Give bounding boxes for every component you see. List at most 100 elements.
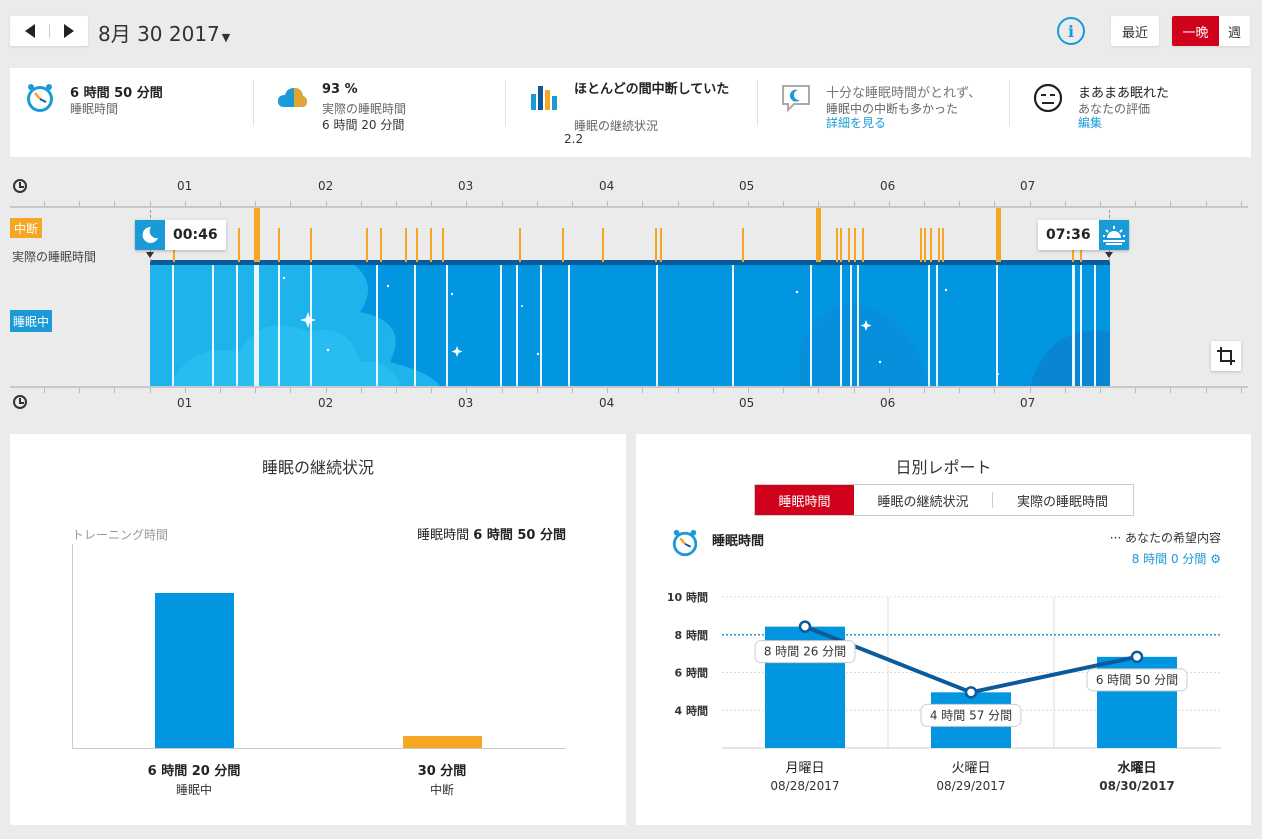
value-label: 6 時間 50 分間 <box>1096 673 1178 687</box>
tick-mark <box>642 201 644 206</box>
tick-mark <box>184 388 186 393</box>
tick-mark <box>994 201 996 206</box>
date-label: 08/29/2017 <box>936 779 1005 793</box>
recent-button[interactable]: 最近 <box>1111 16 1159 46</box>
tab-actual-sleep[interactable]: 実際の睡眠時間 <box>1016 494 1108 510</box>
next-day-button[interactable] <box>49 16 88 46</box>
value-label-box <box>920 703 1022 727</box>
tick-mark <box>114 388 116 393</box>
interrupt-mark <box>660 228 662 262</box>
goal-label: ··· あなたの希望内容 <box>1109 531 1221 545</box>
tick-mark <box>1135 388 1137 393</box>
interrupt-mark <box>416 228 418 262</box>
tick-mark <box>220 388 221 393</box>
feedback-details-link[interactable]: 詳細を見る <box>826 116 887 130</box>
tick-mark <box>325 388 327 393</box>
tick-mark <box>396 201 397 206</box>
y-tick-label: 8 時間 <box>675 628 708 642</box>
tick-mark <box>1205 201 1207 206</box>
awake-gap <box>254 262 259 386</box>
interrupt-mark <box>380 228 382 262</box>
interrupt-tag: 中断 <box>10 218 42 238</box>
awake-gap <box>212 262 214 386</box>
cloud-icon <box>278 88 307 107</box>
chart-y-axis <box>72 544 73 748</box>
tick-mark <box>184 201 186 206</box>
awake-gap <box>857 262 859 386</box>
hour-label-top: 01 <box>177 179 193 193</box>
continuity-value: 2.2 <box>564 132 584 146</box>
awake-gap <box>500 262 502 386</box>
date-navigation <box>10 16 88 46</box>
summary-divider <box>505 80 506 126</box>
tick-mark <box>888 201 890 206</box>
tick-mark <box>1135 201 1137 206</box>
tick-mark <box>536 388 538 393</box>
tick-mark <box>255 388 257 393</box>
interrupt-mark <box>602 228 604 262</box>
interrupt-mark <box>816 208 821 262</box>
mode-night-button[interactable]: 一晩 <box>1172 16 1219 46</box>
daily-point <box>798 620 812 633</box>
tick-mark <box>1064 388 1066 393</box>
tick-mark <box>818 388 820 393</box>
interrupt-mark <box>924 228 926 262</box>
tick-mark <box>748 388 749 393</box>
awake-gap <box>540 262 542 386</box>
day-label: 月曜日 <box>785 761 824 776</box>
clock-icon <box>13 179 27 193</box>
tick-mark <box>290 201 292 206</box>
chart-bar-sleeping <box>155 592 234 748</box>
interrupt-mark <box>840 228 842 262</box>
tick-mark <box>501 388 503 393</box>
awake-gap <box>656 262 658 386</box>
interrupt-mark <box>920 228 922 262</box>
sleep-time-label: 睡眠時間 <box>70 102 119 116</box>
hour-label-top: 05 <box>739 179 755 193</box>
moon-icon <box>135 220 165 250</box>
tick-mark <box>290 388 292 393</box>
tick-mark <box>1240 388 1242 393</box>
summary-rating: まあまあ眠れた あなたの評価 編集 <box>1032 82 1232 146</box>
bar-category: 中断 <box>429 783 454 797</box>
summary-divider <box>1009 80 1010 126</box>
awake-gap <box>516 262 518 386</box>
tick-mark <box>572 388 573 393</box>
tick-mark <box>1170 201 1172 206</box>
interrupt-mark <box>238 228 240 262</box>
sleeping-tag: 睡眠中 <box>10 310 52 332</box>
interrupt-mark <box>836 228 838 262</box>
tab-continuity[interactable]: 睡眠の継続状況 <box>877 494 969 510</box>
tick-mark <box>642 388 644 393</box>
tick-mark <box>607 201 609 206</box>
day-label: 水曜日 <box>1117 760 1156 776</box>
hour-label-top: 02 <box>318 179 334 193</box>
feedback-line2: 睡眠中の中断も多かった <box>826 102 959 116</box>
interrupt-mark <box>930 228 932 262</box>
tick-mark <box>1100 388 1101 393</box>
tick-mark <box>1205 388 1207 393</box>
awake-gap <box>840 262 842 386</box>
date-picker[interactable]: 8月 30 2017 ▼ <box>98 18 230 47</box>
awake-gap <box>236 262 238 386</box>
interrupt-mark <box>942 228 944 262</box>
goal-edit[interactable]: 8 時間 0 分間 ⚙ <box>1110 550 1221 567</box>
y-tick-label: 6 時間 <box>675 666 708 680</box>
tab-sleep-time[interactable]: 睡眠時間 <box>755 485 854 515</box>
rating-edit-link[interactable]: 編集 <box>1078 116 1103 130</box>
clock-icon <box>13 395 27 409</box>
interrupt-mark <box>366 228 368 262</box>
sleep-total-label: 睡眠時間 6 時間 50 分間 <box>417 524 566 543</box>
interrupt-mark <box>862 228 864 262</box>
actual-sleep-label: 実際の睡眠時間 <box>322 102 407 116</box>
nav-divider <box>49 24 50 38</box>
tick-mark <box>431 201 433 206</box>
summary-continuity: ほとんどの間中断していた 睡眠の継続状況 2.2 <box>528 82 748 146</box>
crop-button[interactable] <box>1211 341 1241 371</box>
info-icon[interactable]: i <box>1057 17 1085 45</box>
previous-day-button[interactable] <box>10 16 49 46</box>
awake-gap <box>1080 262 1082 386</box>
tick-mark <box>79 388 81 393</box>
end-pointer-icon <box>1105 252 1113 258</box>
mode-week-button[interactable]: 週 <box>1219 16 1250 46</box>
